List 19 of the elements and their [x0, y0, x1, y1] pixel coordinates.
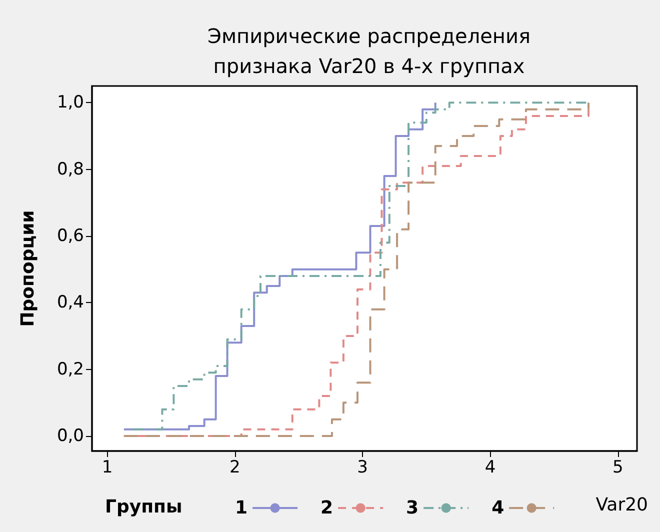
x-tick-label: 1	[102, 458, 113, 478]
y-tick-label: 0,6	[56, 226, 84, 246]
x-tick-label: 4	[484, 458, 496, 478]
y-tick-label: 0,2	[56, 359, 84, 380]
legend-label: 4	[492, 498, 504, 518]
legend-label: 2	[320, 498, 334, 518]
chart-title: Эмпирические распределения признака Var20 в 4-х группах	[207, 24, 531, 78]
x-tick-label: 3	[357, 458, 368, 478]
y-tick-label: 0,0	[56, 426, 84, 446]
legend-title: Группы	[105, 496, 182, 518]
legend-label: 1	[234, 498, 248, 518]
y-tick-label: 0,8	[56, 159, 84, 180]
x-axis-title: Var20	[596, 494, 648, 516]
y-tick-label: 0,4	[56, 292, 84, 313]
legend-label: 3	[406, 498, 419, 518]
x-tick-label: 5	[612, 458, 624, 478]
y-axis-title: Пропорции	[18, 210, 38, 327]
x-tick-label: 2	[230, 458, 240, 478]
y-tick-label: 1,0	[56, 92, 84, 113]
